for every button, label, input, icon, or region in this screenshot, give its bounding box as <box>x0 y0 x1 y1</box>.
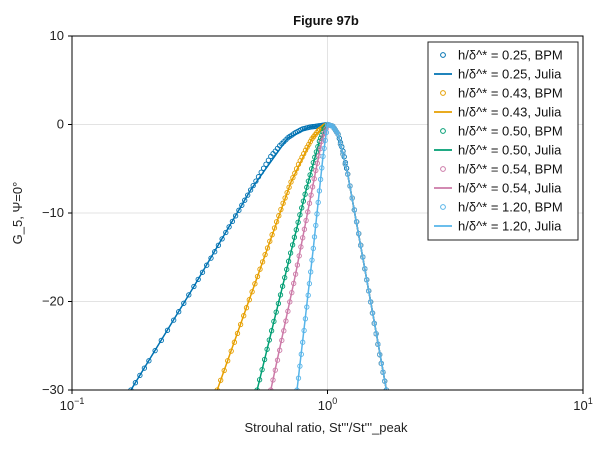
data-point <box>265 157 272 163</box>
data-point <box>247 187 254 193</box>
data-point <box>186 292 192 298</box>
data-point <box>158 337 164 344</box>
series-line-9 <box>296 123 388 390</box>
x-tick-label: 10−1 <box>60 396 85 413</box>
data-point <box>191 283 197 290</box>
legend-label: h/δ^* = 0.54, BPM <box>458 162 563 177</box>
data-point <box>236 207 242 213</box>
data-point <box>204 262 210 268</box>
data-point <box>199 269 206 275</box>
data-point <box>141 365 148 371</box>
x-tick-label: 100 <box>318 396 337 413</box>
legend-label: h/δ^* = 1.20, Julia <box>458 219 562 234</box>
legend-label: h/δ^* = 0.43, BPM <box>458 86 563 101</box>
y-tick-label: 0 <box>57 117 64 132</box>
data-point <box>215 242 222 248</box>
legend-item-4: h/δ^* = 0.50, BPM <box>440 124 563 139</box>
data-point <box>164 327 171 333</box>
data-point <box>219 236 225 242</box>
y-tick-label: 10 <box>50 28 64 43</box>
legend-item-5: h/δ^* = 0.50, Julia <box>434 143 562 158</box>
legend-label: h/δ^* = 0.50, BPM <box>458 124 563 139</box>
legend-label: h/δ^* = 0.50, Julia <box>458 143 562 158</box>
y-tick-label: −20 <box>42 294 64 309</box>
data-point <box>176 309 182 315</box>
legend-item-1: h/δ^* = 0.25, Julia <box>434 67 562 82</box>
legend-label: h/δ^* = 0.25, Julia <box>458 67 562 82</box>
data-point <box>226 224 232 230</box>
y-tick-label: −10 <box>42 205 64 220</box>
data-point <box>171 317 177 323</box>
data-point <box>229 218 236 225</box>
legend-item-7: h/δ^* = 0.54, Julia <box>434 181 562 196</box>
data-point <box>250 182 256 189</box>
legend-marker-swatch <box>440 166 446 172</box>
legend-label: h/δ^* = 0.54, Julia <box>458 181 562 196</box>
y-axis-label: G_5, Ψ=0° <box>10 182 25 245</box>
legend-item-2: h/δ^* = 0.43, BPM <box>440 86 563 101</box>
legend-item-0: h/δ^* = 0.25, BPM <box>440 48 563 63</box>
legend-item-8: h/δ^* = 1.20, BPM <box>440 200 563 215</box>
legend-marker-swatch <box>440 90 446 96</box>
data-point <box>212 249 218 255</box>
data-point <box>195 276 201 283</box>
data-point <box>242 197 248 203</box>
legend-label: h/δ^* = 0.25, BPM <box>458 48 563 63</box>
legend-marker-swatch <box>440 204 446 210</box>
data-point <box>232 213 239 219</box>
data-point <box>137 372 143 379</box>
legend-item-3: h/δ^* = 0.43, Julia <box>434 105 562 120</box>
data-point <box>132 380 139 386</box>
data-point <box>223 229 229 236</box>
y-tick-label: −30 <box>42 382 64 397</box>
series-layer <box>128 121 390 390</box>
data-point <box>152 347 158 354</box>
legend-label: h/δ^* = 0.43, Julia <box>458 105 562 120</box>
chart-title: Figure 97b <box>293 13 359 28</box>
legend-label: h/δ^* = 1.20, BPM <box>458 200 563 215</box>
legend-marker-swatch <box>440 128 446 134</box>
legend-box <box>427 41 579 241</box>
x-tick-label: 101 <box>573 396 592 413</box>
legend-marker-swatch <box>440 52 446 58</box>
data-point <box>239 202 245 208</box>
legend-item-6: h/δ^* = 0.54, BPM <box>440 162 563 177</box>
legend: h/δ^* = 0.25, BPM h/δ^* = 0.25, Julia h/δ^… <box>427 41 579 241</box>
data-point <box>208 255 214 261</box>
x-axis-label: Strouhal ratio, St'''/St'''_peak <box>244 420 408 435</box>
data-point <box>245 192 251 198</box>
legend-item-9: h/δ^* = 1.20, Julia <box>434 219 562 234</box>
data-point <box>146 358 152 364</box>
data-point <box>181 300 187 306</box>
